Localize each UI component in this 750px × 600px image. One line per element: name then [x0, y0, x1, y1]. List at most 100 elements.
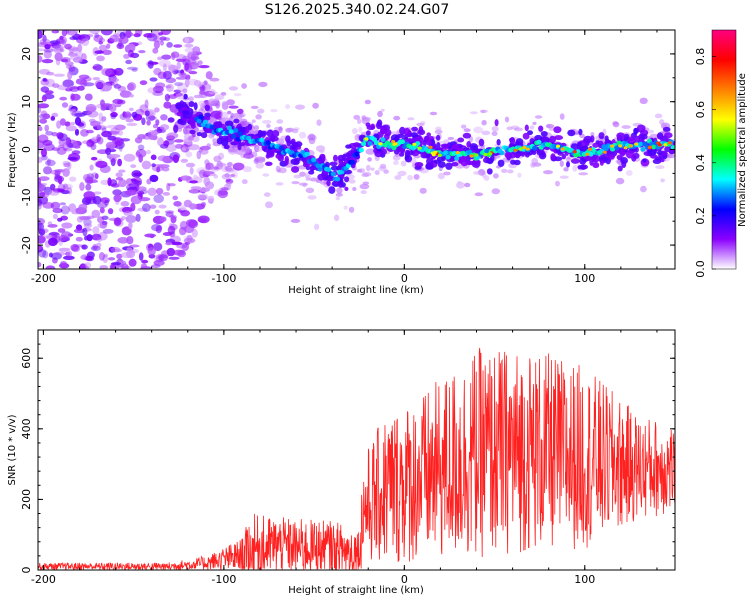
halo-blob	[295, 104, 305, 110]
noise-blob	[190, 53, 197, 61]
noise-blob	[113, 194, 122, 203]
noise-blob	[152, 85, 164, 94]
noise-blob	[160, 40, 164, 46]
noise-blob	[98, 40, 103, 45]
noise-blob	[192, 46, 201, 54]
noise-blob	[65, 125, 77, 132]
noise-blob	[49, 43, 59, 47]
ridge-blob	[367, 141, 373, 146]
noise-blob	[152, 91, 164, 96]
halo-blob	[275, 182, 284, 186]
noise-blob	[175, 58, 187, 62]
noise-blob	[184, 78, 190, 88]
noise-blob	[177, 249, 187, 258]
noise-blob	[43, 48, 54, 53]
noise-blob	[110, 114, 117, 120]
halo-blob	[181, 147, 186, 152]
core-blob	[425, 138, 432, 146]
halo-blob	[261, 119, 272, 124]
noise-blob	[157, 71, 167, 80]
noise-blob	[152, 47, 159, 54]
noise-blob	[86, 179, 99, 184]
ridge-blob	[231, 133, 237, 139]
noise-blob	[187, 219, 199, 229]
noise-blob	[180, 158, 189, 163]
core-blob	[466, 160, 476, 166]
halo-blob	[358, 168, 365, 174]
noise-blob	[38, 55, 43, 63]
core-blob	[328, 186, 336, 194]
halo-blob	[501, 168, 508, 173]
noise-blob	[38, 202, 42, 210]
halo-blob	[407, 117, 415, 121]
halo-blob	[353, 114, 361, 120]
halo-blob	[255, 114, 262, 120]
colorbar-ticks: 0.0 0.2 0.4 0.6 0.8	[694, 48, 716, 278]
noise-blob	[115, 177, 124, 181]
noise-blob	[57, 217, 63, 222]
core-blob	[422, 139, 427, 147]
noise-blob	[64, 139, 71, 147]
noise-blob	[203, 80, 208, 86]
snr-x-tick-label: 100	[574, 573, 595, 586]
core-blob	[431, 143, 437, 151]
snr-y-ticks: 0 200 400 600	[20, 329, 675, 574]
core-blob	[538, 125, 544, 132]
noise-blob	[139, 80, 148, 86]
snr-y-tick-label: 0	[20, 567, 33, 574]
noise-blob	[217, 189, 229, 199]
noise-blob	[137, 190, 145, 196]
noise-blob	[149, 204, 157, 209]
noise-blob	[43, 143, 55, 151]
noise-blob	[176, 244, 187, 249]
noise-blob	[173, 44, 183, 48]
noise-blob	[151, 30, 161, 39]
noise-blob	[52, 213, 59, 220]
noise-blob	[137, 186, 147, 192]
halo-blob	[270, 109, 278, 113]
halo-blob	[210, 100, 219, 106]
core-blob	[478, 138, 485, 147]
noise-blob	[75, 50, 83, 59]
halo-blob	[555, 180, 560, 187]
noise-blob	[118, 179, 127, 188]
core-blob	[374, 150, 384, 158]
core-blob	[366, 130, 371, 136]
noise-blob	[44, 44, 51, 50]
core-blob	[509, 137, 516, 145]
halo-blob	[529, 125, 535, 130]
halo-blob	[365, 148, 376, 155]
noise-blob	[83, 223, 93, 229]
noise-blob	[155, 119, 160, 126]
core-blob	[662, 126, 671, 132]
peak-blob	[667, 141, 672, 145]
core-blob	[496, 139, 501, 146]
peak-blob	[634, 142, 639, 146]
halo-blob	[290, 218, 301, 223]
noise-blob	[61, 30, 68, 37]
noise-blob	[41, 59, 54, 64]
halo-blob	[198, 100, 205, 107]
ridge-blob	[278, 145, 284, 151]
noise-blob	[59, 118, 66, 126]
halo-blob	[352, 186, 357, 192]
noise-blob	[158, 32, 164, 36]
noise-blob	[71, 211, 82, 215]
ridge-blob	[202, 119, 209, 125]
ridge-blob	[445, 154, 451, 160]
noise-blob	[198, 65, 210, 69]
core-blob	[566, 161, 570, 168]
ridge-blob	[484, 148, 490, 154]
colorbar-tick-label: 0.2	[694, 207, 707, 225]
spectrogram-y-label: Frequency (Hz)	[7, 112, 18, 188]
noise-blob	[46, 158, 51, 166]
noise-blob	[175, 76, 187, 80]
halo-blob	[532, 121, 537, 125]
noise-blob	[135, 151, 141, 158]
noise-blob	[121, 251, 133, 259]
halo-blob	[285, 104, 290, 110]
noise-blob	[149, 174, 159, 183]
noise-blob	[92, 77, 101, 81]
noise-blob	[147, 187, 157, 196]
